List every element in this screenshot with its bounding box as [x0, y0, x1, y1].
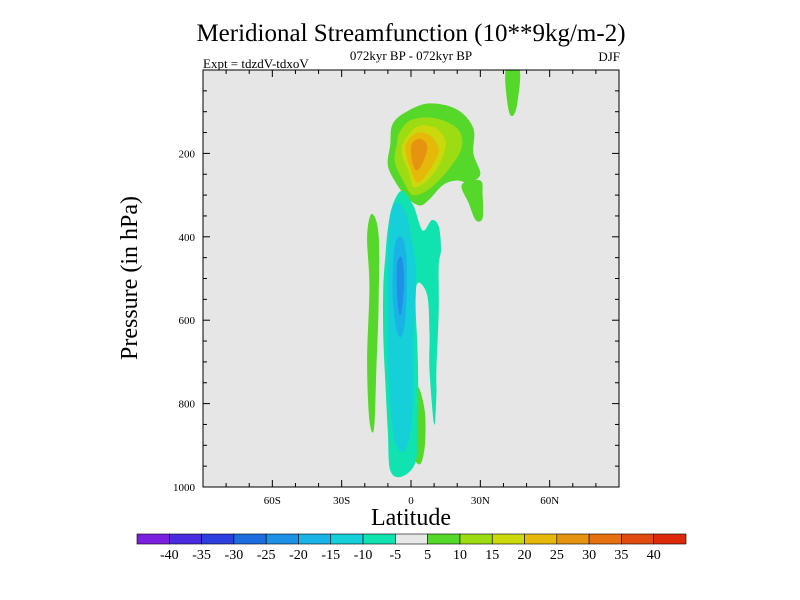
x-tick-label: 60S [264, 495, 281, 507]
contour-positive-north-strip [461, 179, 484, 222]
x-tick-labels: 60S 30S 0 30N 60N [264, 495, 559, 507]
colorbar-swatch [265, 533, 299, 545]
colorbar-swatch [233, 533, 267, 545]
colorbar-swatch [556, 533, 590, 545]
y-tick-label: 600 [179, 315, 196, 327]
x-tick-label: 60N [540, 495, 559, 507]
contour-positive-far-north [505, 70, 521, 117]
contour-positive-upper-core [410, 138, 428, 171]
colorbar-label: -30 [225, 548, 244, 563]
colorbar-swatch [136, 533, 170, 545]
contour-positive-west-strip [367, 213, 380, 433]
colorbar-swatch [588, 533, 622, 545]
colorbar [136, 533, 687, 545]
colorbar-label: -5 [390, 548, 402, 563]
colorbar-swatch [491, 533, 525, 545]
contour-negative-20 [396, 256, 405, 316]
y-tick-labels: 200 400 600 800 1000 [173, 148, 196, 494]
chart-subtitle: 072kyr BP - 072kyr BP [350, 48, 472, 63]
y-tick-label: 800 [179, 399, 196, 411]
y-tick-label: 200 [179, 148, 196, 160]
x-axis-label: Latitude [371, 505, 451, 531]
colorbar-label: 25 [550, 548, 564, 563]
colorbar-label: 15 [485, 548, 499, 563]
x-tick-label: 30S [333, 495, 350, 507]
colorbar-label: 20 [518, 548, 532, 563]
colorbar-label: -15 [321, 548, 340, 563]
season-label: DJF [598, 49, 620, 64]
y-tick-label: 400 [179, 232, 196, 244]
contour-regions [367, 70, 521, 478]
colorbar-swatch [330, 533, 364, 545]
colorbar-swatch [524, 533, 558, 545]
colorbar-swatch [459, 533, 493, 545]
y-axis-label: Pressure (in hPa) [117, 196, 143, 360]
experiment-label: Expt = tdzdV-tdxoV [203, 56, 309, 71]
colorbar-swatch [427, 533, 461, 545]
colorbar-swatch [168, 533, 202, 545]
y-tick-label: 1000 [173, 482, 196, 494]
x-tick-label: 0 [408, 495, 414, 507]
colorbar-swatch [362, 533, 396, 545]
colorbar-label: -40 [160, 548, 179, 563]
colorbar-label: 30 [582, 548, 596, 563]
colorbar-swatch [395, 533, 428, 545]
plot-border [202, 69, 620, 488]
colorbar-label: -25 [257, 548, 276, 563]
colorbar-swatch [201, 533, 235, 545]
colorbar-label: -20 [289, 548, 308, 563]
colorbar-label: -10 [354, 548, 373, 563]
x-tick-label: 30N [471, 495, 490, 507]
colorbar-label: 40 [647, 548, 661, 563]
colorbar-label: 35 [614, 548, 628, 563]
colorbar-label: 5 [424, 548, 431, 563]
colorbar-label: 10 [453, 548, 467, 563]
colorbar-swatch [298, 533, 332, 545]
colorbar-labels: -40 -35 -30 -25 -20 -15 -10 -5 5 10 15 20 25 30 35 40 [160, 548, 661, 563]
colorbar-swatch [621, 533, 655, 545]
colorbar-label: -35 [192, 548, 211, 563]
chart-title: Meridional Streamfunction (10**9kg/m-2) [196, 20, 625, 47]
colorbar-swatch [653, 533, 687, 545]
